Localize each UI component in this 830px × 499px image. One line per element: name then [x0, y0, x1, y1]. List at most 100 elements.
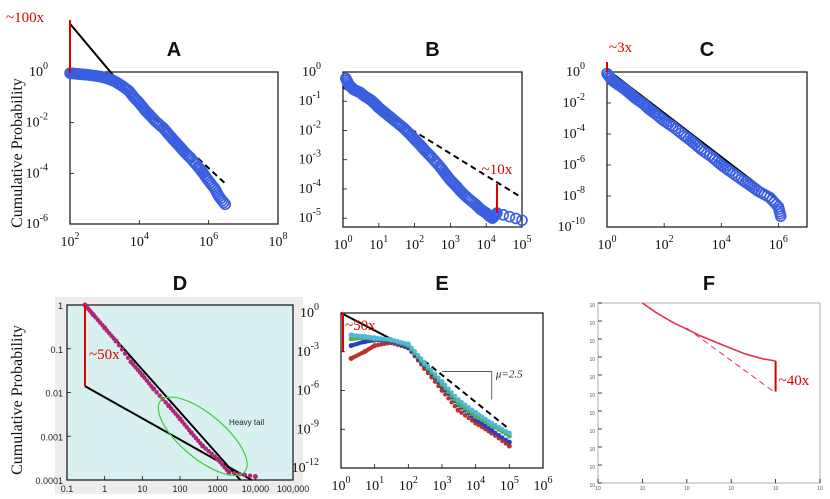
- data-point: [163, 400, 168, 405]
- data-point: [462, 402, 468, 407]
- plot-area: [597, 302, 821, 484]
- heavy-tail-ellipse: [157, 396, 248, 477]
- data-point: [455, 400, 461, 406]
- x-tick-label: 106: [534, 475, 553, 494]
- data-point: [500, 435, 505, 440]
- y-tick-label: 0.01: [45, 389, 63, 399]
- x-tick-label: 10: [773, 486, 779, 492]
- y-tick-label: 10: [589, 339, 595, 345]
- data-point: [503, 210, 516, 223]
- x-tick-label: 104: [130, 231, 149, 250]
- x-tick-label: 10: [640, 486, 646, 492]
- data-point: [232, 470, 237, 476]
- x-tick-label: 100,000: [277, 484, 310, 494]
- data-point: [503, 428, 509, 434]
- data-point: [200, 443, 206, 449]
- panel-C: C 100 102 104 106 100 10-2 10-4 10-6 10-8 10-10 ~3x: [558, 39, 808, 253]
- data-point: [483, 416, 488, 422]
- annotation-label: ~50x: [89, 347, 120, 363]
- data-point: [405, 341, 411, 347]
- data-point: [421, 359, 427, 365]
- y-tick-label: 10: [589, 393, 595, 399]
- data-point: [429, 375, 434, 380]
- data-point: [252, 474, 258, 480]
- y-tick-label: 10: [589, 321, 595, 327]
- y-tick-label: 10-10: [558, 216, 585, 235]
- data-point: [429, 367, 434, 373]
- data-point: [466, 415, 471, 421]
- y-tick-label: 1: [58, 301, 63, 311]
- y-tick-label: 10-6: [563, 154, 585, 173]
- panel-title: C: [700, 39, 714, 61]
- data-point: [388, 336, 394, 342]
- x-tick-label: 105: [513, 234, 532, 253]
- y-tick-label: 10-2: [299, 119, 321, 138]
- y-tick-label: 10: [589, 375, 595, 381]
- data-point: [459, 410, 464, 415]
- heavy-tail-label: Heavy tail: [229, 418, 264, 427]
- data-point: [500, 438, 505, 444]
- y-tick-label: 10: [589, 411, 595, 417]
- data-point: [125, 355, 131, 360]
- y-tick-label: 0.1: [50, 345, 63, 355]
- data-point: [217, 196, 230, 209]
- data-point: [479, 414, 485, 419]
- y-tick-label: 10: [589, 429, 595, 435]
- data-point: [483, 423, 488, 429]
- data-point: [375, 335, 381, 341]
- panel-title: E: [435, 273, 448, 295]
- panel-B: B 100 101 102 103 104 105 100 10-1 10-2 10-3 10-4 10…: [299, 39, 532, 253]
- data-point: [459, 399, 464, 405]
- x-tick-label: 102: [61, 231, 80, 250]
- x-tick-label: 10: [137, 484, 147, 494]
- data-point: [496, 436, 501, 441]
- x-tick-label: 106: [769, 234, 788, 253]
- x-tick-label: 101: [369, 234, 388, 253]
- data-point: [466, 408, 471, 414]
- data-point: [409, 345, 414, 350]
- data-point: [500, 426, 505, 432]
- y-tick-label: 10: [589, 465, 595, 471]
- data-point: [496, 424, 501, 430]
- x-tick-label: 104: [712, 234, 731, 253]
- annotation-label: ~50x: [345, 318, 376, 334]
- series-data: [641, 302, 776, 362]
- data-point: [122, 351, 128, 356]
- x-tick-label: 0.1: [61, 484, 74, 494]
- data-point: [496, 432, 501, 438]
- data-point: [449, 390, 454, 395]
- data-point: [154, 390, 159, 395]
- series-data: [82, 302, 258, 480]
- data-point: [206, 449, 211, 454]
- data-point: [449, 393, 454, 398]
- data-point: [506, 430, 512, 436]
- data-point: [116, 343, 122, 348]
- data-point: [506, 439, 512, 445]
- y-axis-label-bottom: Cumulative Probability: [9, 325, 26, 475]
- y-tick-label: 10-8: [563, 185, 585, 204]
- data-point: [242, 472, 248, 478]
- x-tick-label: 103: [433, 475, 452, 494]
- y-tick-label: 10-1: [299, 90, 321, 109]
- y-tick-label: 10-6: [26, 213, 48, 232]
- x-tick-label: 102: [405, 234, 424, 253]
- data-point: [436, 375, 441, 380]
- y-axis-label-top: Cumulative Probability: [9, 78, 26, 228]
- x-tick-label: 100: [334, 234, 353, 253]
- x-tick-label: 100: [332, 475, 351, 494]
- x-tick-label: 103: [441, 234, 460, 253]
- data-point: [395, 339, 400, 344]
- data-point: [439, 378, 445, 384]
- y-tick-label: 100: [566, 61, 585, 80]
- data-point: [493, 430, 498, 436]
- data-point: [432, 379, 438, 384]
- y-tick-label: 10: [589, 303, 595, 309]
- data-point: [446, 389, 451, 395]
- data-point: [489, 420, 495, 426]
- fit-line: [686, 327, 776, 394]
- y-tick-label: 0.0001: [35, 476, 63, 486]
- y-tick-label: 10: [589, 447, 595, 453]
- y-tick-label: 10-3: [299, 149, 321, 168]
- y-tick-label: 10-2: [26, 112, 48, 131]
